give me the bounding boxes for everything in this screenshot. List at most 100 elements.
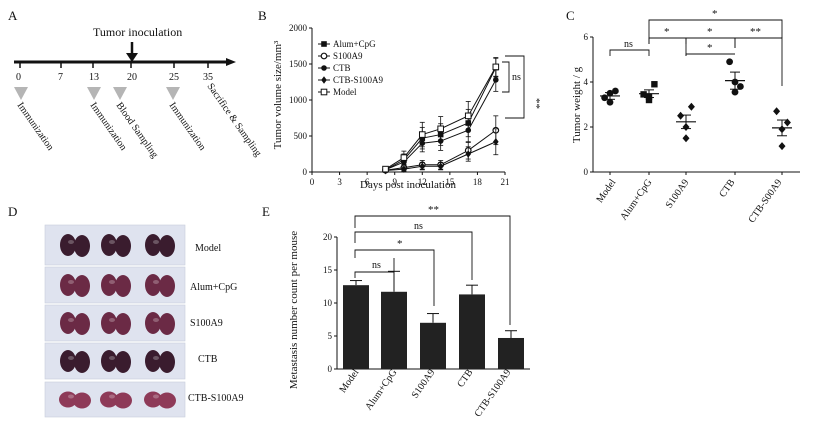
b-data-point xyxy=(382,165,389,173)
b-bracket-ns xyxy=(502,61,510,93)
c-data-point xyxy=(677,111,685,120)
lung-lobe xyxy=(114,392,132,409)
c-category-label: CTB-S00A9 xyxy=(746,177,784,225)
c-bracket xyxy=(648,37,687,44)
day-label: 35 xyxy=(203,72,213,83)
b-series xyxy=(382,57,500,175)
lung-lobe xyxy=(74,313,90,335)
b-series-line xyxy=(385,141,497,172)
c-data-point xyxy=(726,58,733,66)
event-arrow xyxy=(87,87,101,100)
lung-highlight xyxy=(109,240,115,244)
c-points xyxy=(600,58,792,151)
panel-letter-a: A xyxy=(8,8,18,23)
day-label: 0 xyxy=(16,72,21,83)
e-category-label: Alum+CpG xyxy=(363,367,399,412)
b-data-point xyxy=(401,165,407,173)
lung-lobe xyxy=(100,391,118,408)
lung-lobe xyxy=(115,235,131,257)
e-annotation: ns xyxy=(372,260,381,271)
c-data-point xyxy=(687,102,695,111)
lung-highlight xyxy=(68,318,74,322)
b-data-point xyxy=(492,63,500,71)
c-annotation: ** xyxy=(750,26,761,38)
legend-label: Alum+CpG xyxy=(333,39,376,49)
c-category-label: Alum+CpG xyxy=(618,177,654,222)
e-axes: 0 5 10 15 20 xyxy=(323,232,530,374)
panel-letter-e: E xyxy=(262,204,270,219)
day-label: 7 xyxy=(58,72,63,83)
b-data-point xyxy=(418,131,426,138)
lung-highlight xyxy=(68,394,74,399)
panel-letter-b: B xyxy=(258,8,267,23)
b-annotation-double-star: ** xyxy=(530,98,542,109)
c-annotation: * xyxy=(707,26,713,38)
event-label-sacrifice-sampling: Sacrifice & Sampling xyxy=(205,81,264,158)
b-series-line xyxy=(385,79,497,171)
c-y-tick-label: 2 xyxy=(584,122,589,132)
e-annotation: ns xyxy=(414,221,423,232)
panel-letter-d: D xyxy=(8,204,17,219)
c-category-labels: Model Alum+CpG S100A9 CTB CTB-S00A9 xyxy=(594,177,784,225)
c-bracket xyxy=(685,53,735,56)
lung-lobe xyxy=(159,275,175,297)
c-data-point xyxy=(778,142,786,151)
lung-lobe xyxy=(159,313,175,335)
photo-label: CTB xyxy=(198,354,218,365)
tumor-volume-chart: Tumor volume size/mm³ Days post inoculat… xyxy=(272,23,542,191)
b-data-point xyxy=(400,154,408,161)
e-significance: ns * ns ** xyxy=(354,204,511,325)
legend-marker xyxy=(321,65,327,71)
event-label-immunization: Immunization xyxy=(15,100,56,152)
tumor-inoculation-arrow-head xyxy=(126,53,138,62)
b-series-line xyxy=(385,67,497,171)
b-data-point xyxy=(437,125,444,133)
e-annotation: ** xyxy=(428,204,439,216)
lung-lobe xyxy=(145,274,161,296)
event-arrow xyxy=(166,87,180,100)
b-data-point xyxy=(493,137,499,146)
lung-highlight xyxy=(109,356,115,360)
c-y-tick-label: 6 xyxy=(584,32,589,42)
lung-photos xyxy=(44,224,186,418)
b-x-tick-label: 3 xyxy=(337,177,342,187)
c-y-tick-label: 4 xyxy=(584,77,589,87)
c-bracket xyxy=(734,37,783,86)
e-category-label: CTB-S100A9 xyxy=(473,367,514,419)
legend-marker xyxy=(320,88,328,96)
b-x-tick-label: 9 xyxy=(392,177,397,187)
lung-lobe xyxy=(145,234,161,256)
b-annotation-ns: ns xyxy=(512,72,521,83)
b-x-tick-label: 6 xyxy=(365,177,370,187)
c-data-point xyxy=(682,134,690,143)
timeline-panel: Tumor inoculation 0 7 13 20 25 35 Immuni… xyxy=(14,25,263,160)
b-data-point xyxy=(419,162,426,171)
metastasis-chart: Metastasis number count per mouse 0 5 10 15… xyxy=(288,204,530,419)
lung-lobe xyxy=(145,350,161,372)
legend-marker xyxy=(321,41,327,47)
b-ylabel: Tumor volume size/mm³ xyxy=(272,40,284,149)
e-y-tick-label: 20 xyxy=(323,232,333,242)
lung-lobe xyxy=(60,234,76,256)
lung-highlight xyxy=(109,318,115,322)
b-x-tick-label: 21 xyxy=(501,177,510,187)
legend-marker xyxy=(321,76,327,84)
b-y-tick-label: 0 xyxy=(303,167,308,177)
b-x-tick-label: 0 xyxy=(310,177,315,187)
e-bar xyxy=(498,337,524,369)
c-annotation: * xyxy=(664,26,670,38)
c-annotation: ns xyxy=(624,39,633,50)
lung-highlight xyxy=(68,240,74,244)
e-bracket xyxy=(354,231,473,280)
lung-lobe xyxy=(74,351,90,373)
day-label: 25 xyxy=(169,72,179,83)
e-category-labels: Model Alum+CpG S100A9 CTB CTB-S100A9 xyxy=(337,367,513,419)
c-annotation: * xyxy=(712,8,718,20)
lung-lobe xyxy=(101,350,117,372)
lung-lobe xyxy=(60,312,76,334)
lung-highlight xyxy=(68,356,74,360)
e-y-tick-label: 10 xyxy=(323,298,333,308)
lung-lobe xyxy=(115,313,131,335)
lung-lobe xyxy=(60,274,76,296)
c-axes: 0 2 4 6 xyxy=(584,32,800,177)
